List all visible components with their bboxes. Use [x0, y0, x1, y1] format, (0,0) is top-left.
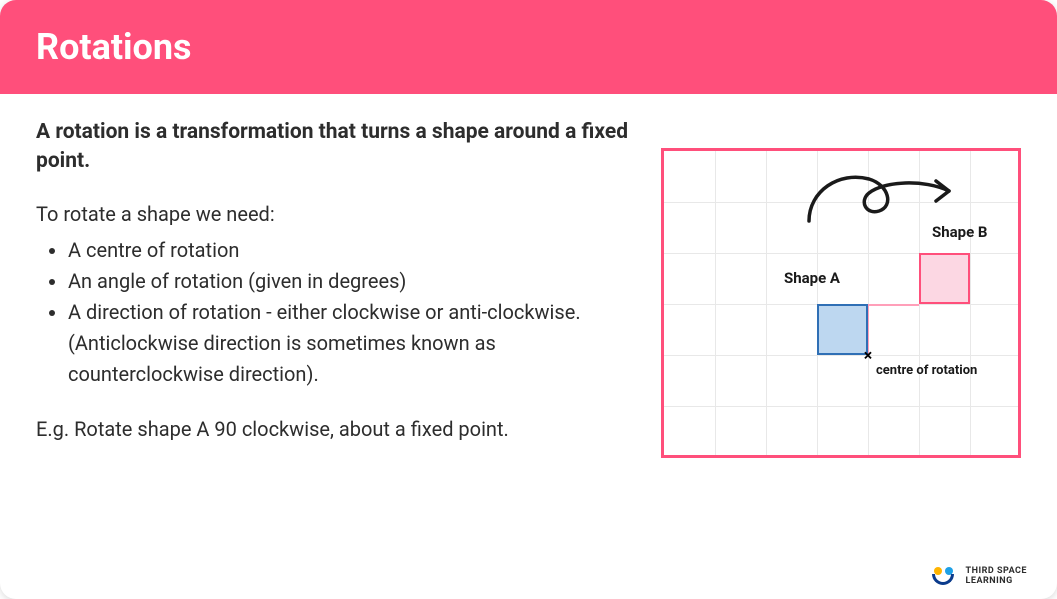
bullet-item: An angle of rotation (given in degrees) — [68, 266, 631, 297]
shape-label: Shape A — [784, 269, 840, 287]
text-column: A rotation is a transformation that turn… — [36, 118, 631, 458]
content-area: A rotation is a transformation that turn… — [0, 94, 1057, 458]
center-of-rotation-mark: × — [864, 346, 873, 365]
diagram-column: Shape AShape B×centre of rotation — [661, 118, 1021, 458]
header: Rotations — [0, 0, 1057, 94]
logo-line2: LEARNING — [966, 577, 1027, 587]
definition-text: A rotation is a transformation that turn… — [36, 118, 631, 177]
bullet-item: A direction of rotation - either clockwi… — [68, 297, 631, 390]
rotation-arrow-icon — [794, 161, 964, 231]
lesson-card: Rotations A rotation is a transformation… — [0, 0, 1057, 599]
page-title: Rotations — [36, 26, 1021, 68]
logo-text: THIRD SPACE LEARNING — [966, 567, 1027, 587]
center-label: centre of rotation — [876, 363, 977, 378]
shape — [817, 304, 868, 355]
shape — [919, 253, 970, 304]
example-text: E.g. Rotate shape A 90 clockwise, about … — [36, 414, 631, 444]
logo-icon — [930, 567, 958, 587]
brand-logo: THIRD SPACE LEARNING — [930, 567, 1027, 587]
intro-text: To rotate a shape we need: — [36, 199, 631, 229]
bullet-list: A centre of rotation An angle of rotatio… — [36, 235, 631, 390]
rotation-diagram: Shape AShape B×centre of rotation — [661, 148, 1021, 458]
bullet-item: A centre of rotation — [68, 235, 631, 266]
